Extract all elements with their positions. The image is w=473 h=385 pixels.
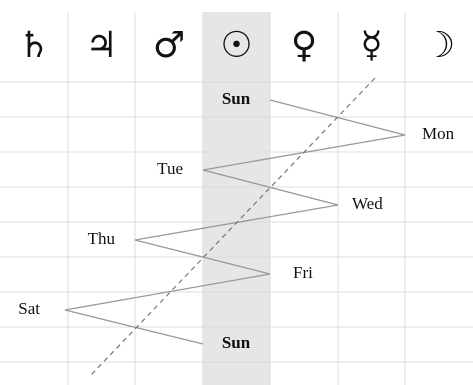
day-label: Sat	[18, 299, 40, 318]
sun-column	[203, 12, 270, 385]
day-label: Sun	[222, 89, 251, 108]
planet-symbol: ♀	[291, 25, 317, 66]
day-label: Thu	[88, 229, 116, 248]
day-label: Sun	[222, 333, 251, 352]
planet-symbol: ♂	[153, 25, 185, 66]
day-label: Tue	[157, 159, 183, 178]
planet-symbol: ☿	[360, 25, 382, 66]
labels: ♄ ♃ ♂ ☉ ♀ ☿ ☽ Sun Mon Tue Wed Thu Fri Sat Sun	[18, 25, 455, 352]
day-label: Fri	[293, 263, 313, 282]
planet-symbol: ♄	[18, 25, 50, 66]
planet-symbol: ☽	[423, 25, 455, 66]
planet-symbol: ♃	[85, 25, 117, 66]
dashed-line	[89, 77, 376, 377]
day-label: Mon	[422, 124, 455, 143]
planet-symbol: ☉	[220, 25, 252, 66]
day-label: Wed	[352, 194, 383, 213]
